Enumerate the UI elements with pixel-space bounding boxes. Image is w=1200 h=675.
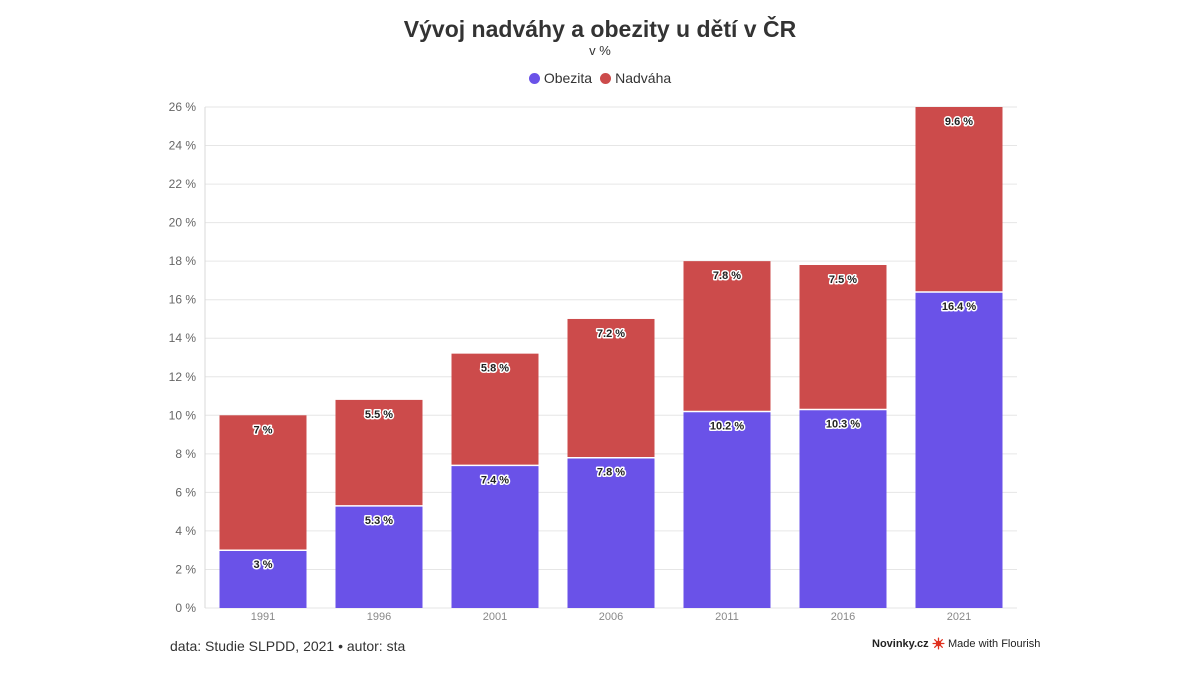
data-label: 5.8 % xyxy=(481,363,509,375)
bar-nadváha-2006[interactable] xyxy=(567,318,655,458)
data-label: 10.3 % xyxy=(826,419,860,431)
bar-obezita-2006[interactable] xyxy=(567,457,655,608)
y-tick-label: 8 % xyxy=(175,447,196,461)
bar-nadváha-2011[interactable] xyxy=(683,261,771,412)
x-tick-label: 1991 xyxy=(251,611,275,623)
x-tick-label: 2001 xyxy=(483,611,507,623)
chart-title: Vývoj nadváhy a obezity u dětí v ČR xyxy=(403,16,797,42)
legend-item-obezita[interactable]: Obezita xyxy=(528,70,593,86)
bar-obezita-2001[interactable] xyxy=(451,465,539,608)
x-tick-label: 2011 xyxy=(715,611,739,623)
legend-label-nadvaha: Nadváha xyxy=(615,70,672,86)
chart-legend: Obezita Nadváha xyxy=(0,70,1200,86)
data-label: 9.6 % xyxy=(945,116,973,128)
y-tick-label: 26 % xyxy=(169,100,197,114)
y-tick-label: 14 % xyxy=(169,331,197,345)
y-tick-label: 12 % xyxy=(169,370,197,384)
y-tick-label: 6 % xyxy=(175,485,196,499)
bar-nadváha-1991[interactable] xyxy=(219,415,307,551)
y-tick-label: 16 % xyxy=(169,293,197,307)
bar-obezita-1991[interactable] xyxy=(219,550,307,608)
y-tick-label: 24 % xyxy=(169,139,197,153)
data-label: 7.8 % xyxy=(597,467,625,479)
x-tick-label: 2006 xyxy=(599,611,623,623)
data-label: 7.2 % xyxy=(597,328,625,340)
data-label: 7.4 % xyxy=(481,474,509,486)
data-label: 10.2 % xyxy=(710,420,744,432)
y-tick-label: 22 % xyxy=(169,177,197,191)
legend-item-nadvaha[interactable]: Nadváha xyxy=(600,70,671,86)
data-label: 7 % xyxy=(254,424,273,436)
flourish-credit[interactable]: Made with Flourish xyxy=(932,637,1040,650)
data-label: 7.8 % xyxy=(713,270,741,282)
x-tick-label: 1996 xyxy=(367,611,391,623)
x-tick-label: 2021 xyxy=(947,611,971,623)
data-label: 5.3 % xyxy=(365,515,393,527)
source-note: data: Studie SLPDD, 2021 • autor: sta xyxy=(170,638,406,654)
legend-label-obezita: Obezita xyxy=(543,70,593,86)
bar-nadváha-2001[interactable] xyxy=(451,353,539,466)
bar-obezita-1996[interactable] xyxy=(335,505,423,608)
legend-swatch-nadvaha xyxy=(600,72,612,84)
bar-obezita-2011[interactable] xyxy=(683,411,771,608)
x-tick-label: 2016 xyxy=(831,611,855,623)
y-tick-label: 0 % xyxy=(175,601,196,615)
y-tick-label: 4 % xyxy=(175,524,196,538)
bar-obezita-2016[interactable] xyxy=(799,409,887,608)
y-tick-label: 2 % xyxy=(175,562,196,576)
bar-nadváha-1996[interactable] xyxy=(335,399,423,506)
data-label: 5.5 % xyxy=(365,409,393,421)
y-tick-label: 20 % xyxy=(169,216,197,230)
flourish-label: Made with Flourish xyxy=(948,637,1041,650)
chart-subtitle: v % xyxy=(589,43,611,58)
brand-logo: Novinky.cz xyxy=(872,638,929,650)
legend-swatch-obezita xyxy=(528,72,540,84)
data-label: 16.4 % xyxy=(942,301,976,313)
y-tick-label: 18 % xyxy=(169,254,197,268)
bar-nadváha-2016[interactable] xyxy=(799,265,887,410)
flourish-icon xyxy=(932,637,945,650)
y-tick-label: 10 % xyxy=(169,408,197,422)
bar-obezita-2021[interactable] xyxy=(915,291,1003,608)
bar-nadváha-2021[interactable] xyxy=(915,107,1003,292)
data-label: 7.5 % xyxy=(829,274,857,286)
data-label: 3 % xyxy=(254,559,273,571)
